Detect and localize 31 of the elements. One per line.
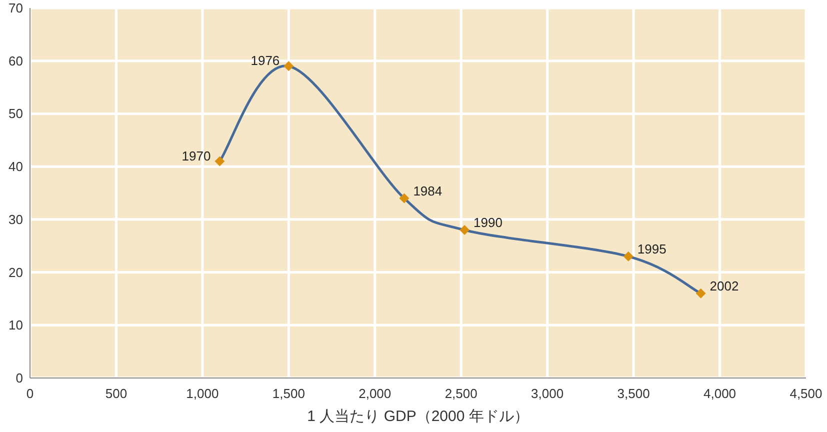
x-tick-label: 500 [105,386,128,401]
x-tick-label: 4,000 [704,386,736,401]
annotation: 1976 [250,53,280,68]
x-tick-label: 4,500 [790,386,822,401]
x-tick-label: 0 [26,386,34,401]
point [284,61,294,72]
annotation: 2002 [710,278,739,294]
point [696,288,706,298]
point [623,251,634,262]
point [214,156,225,166]
y-tick-label: 70 [8,0,23,16]
y-tick-label: 50 [8,106,23,122]
y-tick-label: 20 [8,264,23,280]
x-axis-title: 1 人当たり GDP（2000 年ドル） [307,408,529,425]
annotation: 1995 [637,241,666,256]
y-tick-label: 40 [8,159,23,174]
x-tick-label: 3,000 [531,386,564,401]
annotation: 1970 [182,148,211,164]
x-tick-label: 1,000 [186,386,219,401]
x-tick-label: 2,500 [444,386,478,401]
x-tick-label: 1,500 [272,386,305,401]
x-tick-label: 2,000 [358,386,392,401]
annotation: 1990 [474,215,502,230]
point [460,225,470,235]
y-tick-label: 30 [8,212,23,227]
y-tick-label: 10 [8,318,23,333]
y-tick-label: 60 [8,53,23,68]
point [399,193,410,204]
annotation: 1984 [413,183,442,198]
x-tick-label: 3,500 [617,386,650,401]
y-tick-label: 0 [16,370,23,386]
